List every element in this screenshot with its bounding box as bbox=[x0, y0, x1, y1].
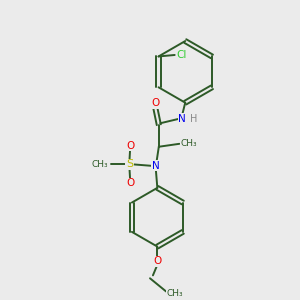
Text: N: N bbox=[178, 114, 186, 124]
Text: S: S bbox=[126, 159, 133, 170]
Text: CH₃: CH₃ bbox=[181, 139, 197, 148]
Text: O: O bbox=[126, 141, 134, 151]
Text: N: N bbox=[152, 161, 160, 171]
Text: H: H bbox=[190, 114, 197, 124]
Text: O: O bbox=[153, 256, 161, 266]
Text: CH₃: CH₃ bbox=[166, 290, 183, 298]
Text: Cl: Cl bbox=[177, 50, 187, 60]
Text: O: O bbox=[126, 178, 134, 188]
Text: CH₃: CH₃ bbox=[92, 160, 108, 169]
Text: O: O bbox=[151, 98, 159, 108]
